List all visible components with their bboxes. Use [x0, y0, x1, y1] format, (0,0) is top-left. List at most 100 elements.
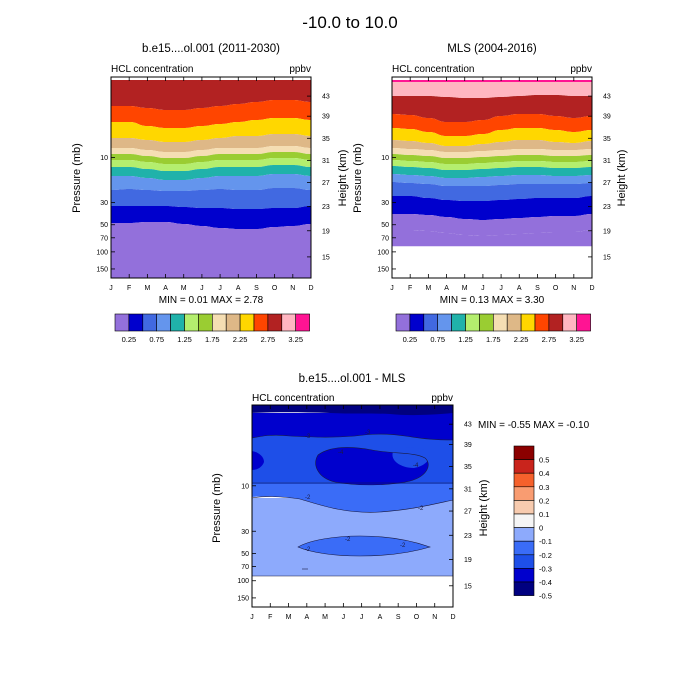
colorbar-label: 0.25	[403, 335, 418, 344]
colorbar-swatch	[142, 313, 158, 332]
contour-band-0.25	[111, 206, 311, 229]
x-tick-label: F	[408, 285, 412, 292]
y-tick-label: 30	[241, 529, 249, 536]
colorbar-label: 0.3	[539, 483, 549, 492]
contour-label: -3	[305, 434, 311, 440]
x-tick-label: M	[462, 285, 468, 292]
colorbar-swatch	[198, 313, 213, 332]
contour-band-minus-0.4-right	[392, 447, 430, 468]
colorbar-swatch	[437, 313, 452, 332]
y-tick-label: 100	[96, 249, 108, 256]
colorbar-swatch	[128, 313, 144, 332]
panel-model: b.e15....ol.001 (2011-2030) HCL concentr…	[71, 43, 349, 344]
colorbar-label: 2.75	[542, 335, 557, 344]
y-tick-label-right: 39	[603, 114, 611, 121]
colorbar-label: 0.75	[430, 335, 445, 344]
plot-frame	[251, 404, 454, 608]
y-axis-label-right: Height (km)	[337, 150, 349, 207]
colorbar-swatch	[479, 313, 494, 332]
panel-mls: MLS (2004-2016) HCL concentration ppbv J…	[352, 43, 628, 344]
y-tick-label-right: 27	[603, 180, 611, 187]
panel-title: MLS (2004-2016)	[447, 43, 537, 55]
y-tick-label: 150	[377, 266, 389, 273]
x-tick-label: A	[304, 614, 309, 621]
axes: J F M A M J J A S O N D 10 30 50 70 100 150 43 39 35 31 27 23 19…	[377, 77, 611, 292]
contour-band-0.5	[392, 182, 592, 201]
contour-band-2.5	[111, 100, 311, 128]
y-tick-label: 10	[100, 155, 108, 162]
y-axis-label: Pressure (mb)	[211, 473, 223, 543]
y-tick-label-right: 31	[322, 158, 330, 165]
contour-band-2.5	[392, 114, 592, 136]
colorbar-label: 0	[539, 524, 543, 533]
contour-label: -4	[413, 463, 419, 469]
y-tick-label: 10	[381, 155, 389, 162]
minmax-text: MIN = 0.01 MAX = 2.78	[159, 295, 264, 306]
contour-band-1	[111, 165, 311, 180]
contour-band-0.75	[111, 174, 311, 191]
left-label: HCL concentration	[111, 64, 193, 75]
y-axis-label-right: Height (km)	[616, 150, 628, 207]
x-tick-label: J	[481, 285, 485, 292]
contour-band-minus-0.4-left	[252, 451, 264, 470]
colorbar-label: 1.75	[486, 335, 501, 344]
y-tick-label: 50	[100, 222, 108, 229]
contour-line	[251, 496, 454, 513]
x-tick-label: S	[535, 285, 540, 292]
y-tick-label-right: 15	[464, 583, 472, 590]
contour-lines	[251, 433, 454, 577]
colorbar-swatch	[513, 500, 535, 515]
colorbar-label: 3.25	[288, 335, 303, 344]
left-label: HCL concentration	[252, 393, 334, 404]
contour-band-0	[111, 222, 311, 278]
x-tick-label: O	[272, 285, 278, 292]
contour-band-1	[392, 166, 592, 178]
y-tick-label: 70	[381, 235, 389, 242]
minmax-text: MIN = -0.55 MAX = -0.10	[478, 420, 590, 431]
colorbar-label: 2.75	[261, 335, 276, 344]
contour-band-2.75	[111, 80, 311, 110]
y-tick-label: 150	[96, 266, 108, 273]
contour-band-0.5	[111, 188, 311, 209]
colorbar-label: 2.25	[514, 335, 529, 344]
contour-band--0.25	[392, 230, 592, 246]
colorbar-swatch	[534, 313, 550, 332]
contour-plot	[392, 77, 592, 278]
colorbar-swatch	[562, 313, 577, 332]
x-tick-label: F	[127, 285, 131, 292]
y-tick-label-right: 23	[322, 204, 330, 211]
contour-label: -2	[400, 543, 406, 549]
colorbar-label: -0.4	[539, 578, 552, 587]
y-tick-label: 30	[381, 200, 389, 207]
colorbar-label: -0.1	[539, 537, 552, 546]
y-tick-label: 100	[377, 249, 389, 256]
y-tick-label-right: 43	[322, 94, 330, 101]
right-label: ppbv	[570, 64, 592, 75]
panel-difference: b.e15....ol.001 - MLS HCL concentration …	[211, 373, 590, 621]
contour-band-2	[111, 134, 311, 152]
x-tick-label: A	[163, 285, 168, 292]
contour-band-0.25	[392, 196, 592, 220]
contour-label: -4	[338, 450, 344, 456]
colorbar-swatch	[409, 313, 425, 332]
x-tick-label: A	[236, 285, 241, 292]
y-tick-label: 10	[241, 483, 249, 490]
y-tick-label-right: 19	[464, 557, 472, 564]
colorbar-swatch	[451, 313, 466, 332]
x-tick-label: N	[290, 285, 295, 292]
colorbar-swatch	[395, 313, 411, 332]
colorbar-label: -0.2	[539, 551, 552, 560]
x-tick-label: A	[444, 285, 449, 292]
x-tick-label: F	[268, 614, 272, 621]
contour-band-0	[392, 214, 592, 236]
y-tick-label-right: 43	[464, 422, 472, 429]
colorbar-swatch	[506, 313, 522, 332]
y-tick-label-right: 35	[322, 136, 330, 143]
y-tick-label: 50	[241, 551, 249, 558]
colorbar: 0.25 0.75 1.25 1.75 2.25 2.75 3.25	[114, 313, 310, 344]
contour-line	[251, 433, 454, 441]
x-tick-label: O	[414, 614, 420, 621]
x-tick-label: M	[286, 614, 292, 621]
x-tick-label: J	[360, 614, 364, 621]
